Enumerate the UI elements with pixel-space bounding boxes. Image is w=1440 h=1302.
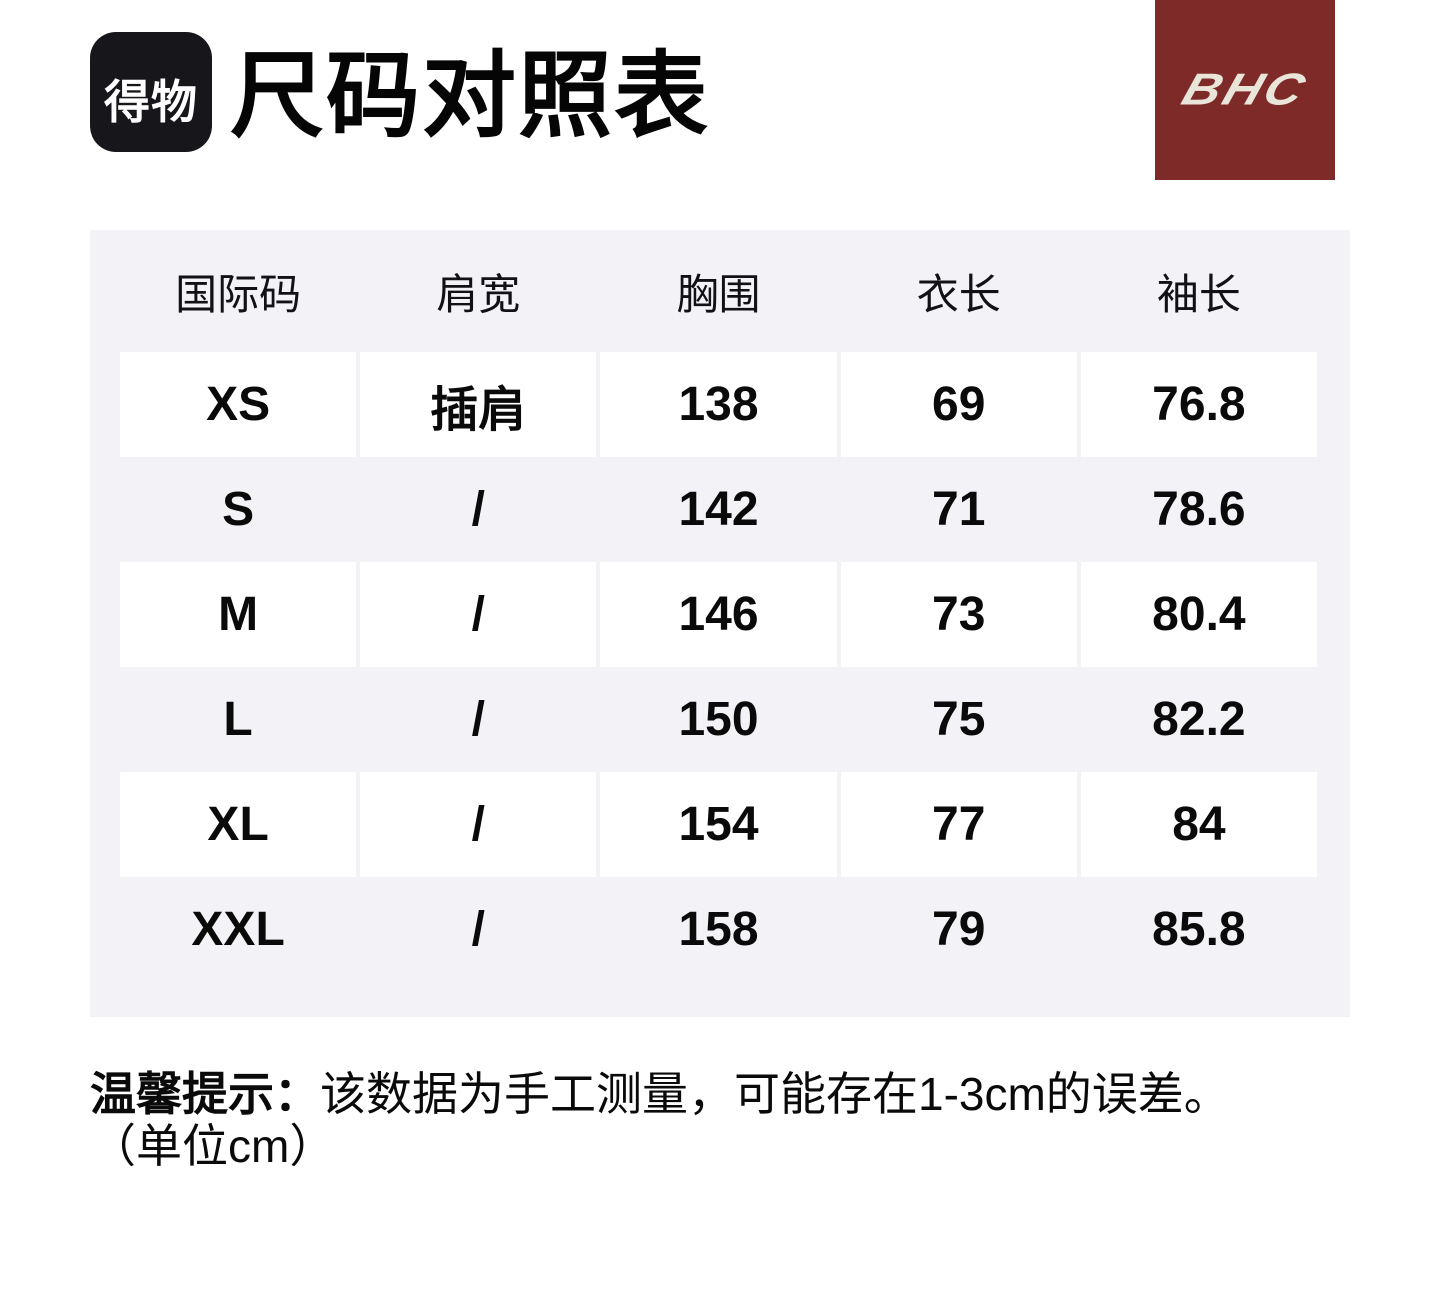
measurement-cell: 150 [678,693,759,746]
footnote-label: 温馨提示： [90,1068,320,1120]
measurement-cell: 142 [678,483,759,536]
measurement-cell: / [471,693,485,746]
column-header: 胸围 [676,270,761,318]
measurement-cell: 79 [932,903,986,956]
measurement-cell: 插肩 [360,352,597,457]
measurement-cell: 154 [600,772,837,877]
dewu-logo-text: 得物 [104,76,198,128]
size-label-cell: XXL [191,903,285,956]
column-header: 肩宽 [436,270,521,318]
measurement-cell: 75 [932,693,986,746]
size-label-cell: L [223,693,253,746]
measurement-cell: 76.8 [1080,352,1317,457]
column-header: 衣长 [916,270,1001,318]
table-row: S / 142 71 78.6 [120,457,1317,562]
footnote-line1: 温馨提示：该数据为手工测量，可能存在1-3cm的误差。 [90,1068,1230,1120]
measurement-cell: 73 [840,562,1077,667]
measurement-cell: 80.4 [1080,562,1317,667]
table-row: M/146 73 80.4 [120,562,1317,667]
size-label-cell: S [222,483,255,536]
footnote-unit-note: （单位cm） [90,1120,336,1172]
size-table-body: XS 插肩 138 69 76.8 S/142 71 78.6 M/146 73 80.4 L/150… [120,352,1317,982]
footnote: 温馨提示：该数据为手工测量，可能存在1-3cm的误差。 （单位cm） [90,1068,1230,1172]
measurement-cell: 85.8 [1152,903,1246,956]
column-header: 袖长 [1156,270,1241,318]
table-row: XXL / 158 79 85.8 [120,877,1317,982]
table-row: XL/154 77 84 [120,772,1317,877]
measurement-cell: 146 [600,562,837,667]
size-label-cell: M [120,562,357,667]
table-row: XS 插肩 138 69 76.8 [120,352,1317,457]
measurement-cell: 69 [840,352,1077,457]
measurement-cell: 158 [678,903,759,956]
measurement-cell: 71 [932,483,986,536]
measurement-cell: / [360,772,597,877]
measurement-cell: 138 [600,352,837,457]
footnote-text: 该数据为手工测量，可能存在1-3cm的误差。 [320,1068,1230,1120]
page-title: 尺码对照表 [230,43,711,148]
column-header: 国际码 [175,270,302,318]
measurement-cell: 78.6 [1152,483,1246,536]
measurement-cell: 84 [1080,772,1317,877]
measurement-cell: 82.2 [1152,693,1246,746]
dewu-logo: 得物 [90,32,212,152]
table-row: L / 150 75 82.2 [120,667,1317,772]
size-label-cell: XL [120,772,357,877]
measurement-cell: 77 [840,772,1077,877]
brand-logo-text: BHC [1176,65,1314,115]
measurement-cell: / [360,562,597,667]
brand-logo: BHC [1155,0,1335,180]
measurement-cell: / [471,903,485,956]
size-label-cell: XS [120,352,357,457]
measurement-cell: / [471,483,485,536]
size-table-header-row: 国际码 肩宽 胸围 衣长 袖长 [120,230,1317,352]
size-table: 国际码 肩宽 胸围 衣长 袖长 XS 插肩 138 69 76.8 S/142 71 78.6 M/14… [90,230,1350,1017]
